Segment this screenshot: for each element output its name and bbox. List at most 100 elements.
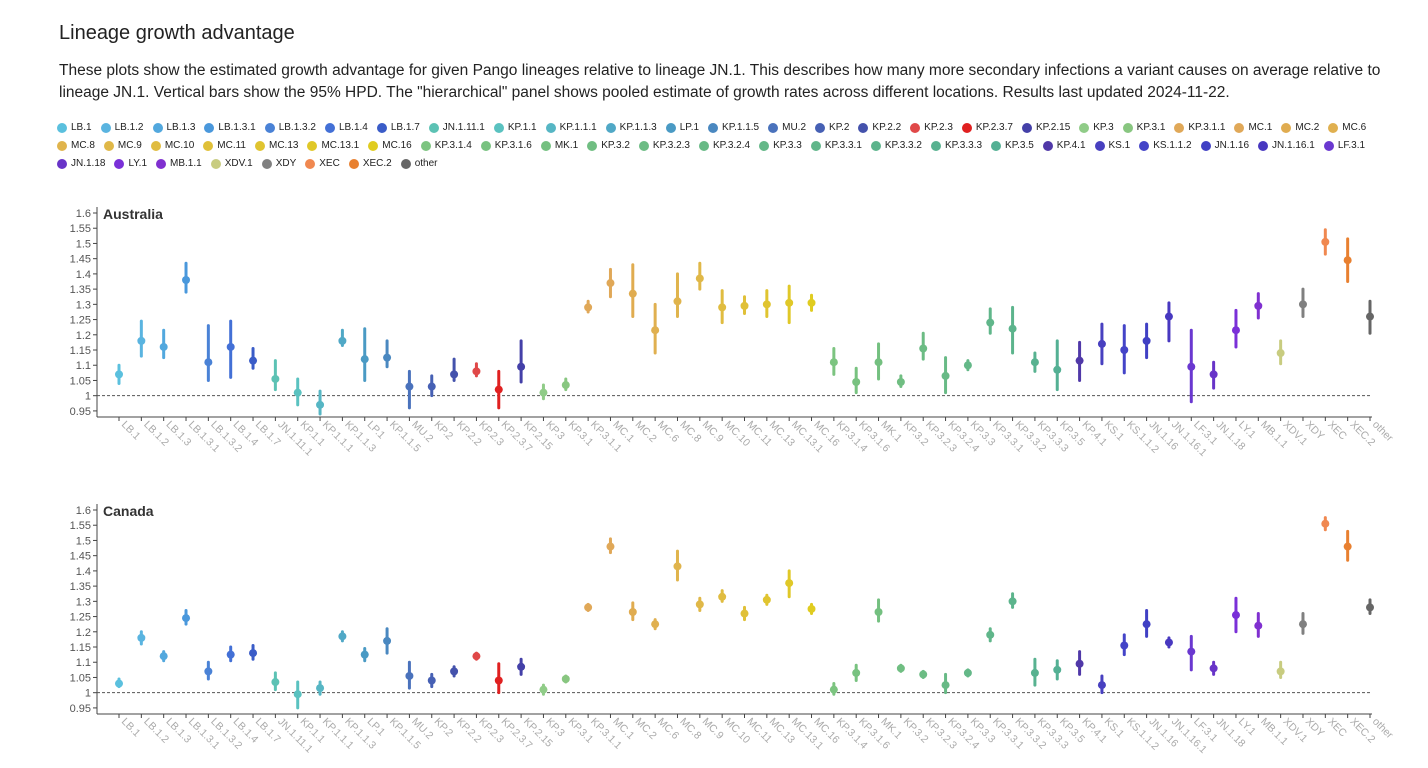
legend-item[interactable]: LY.1 [114, 156, 147, 172]
legend-swatch [699, 141, 709, 151]
legend-item[interactable]: KP.3.1.6 [480, 138, 532, 154]
legend-item[interactable]: LP.1 [665, 120, 699, 136]
legend-item[interactable]: MC.1 [1234, 120, 1272, 136]
legend-item[interactable]: MC.13.1 [307, 138, 359, 154]
legend-label: LB.1.2 [114, 122, 144, 133]
legend-item[interactable]: other [400, 156, 438, 172]
panel-title: Canada [103, 503, 154, 519]
legend-item[interactable]: JN.1.16.1 [1258, 138, 1315, 154]
legend-item[interactable]: MB.1.1 [156, 156, 202, 172]
legend-item[interactable]: KP.2.3.7 [961, 120, 1013, 136]
legend-label: KP.1.1 [507, 122, 537, 133]
legend-item[interactable]: KP.3.5 [991, 138, 1034, 154]
legend-item[interactable]: KP.3.2.4 [699, 138, 750, 154]
data-point [1030, 668, 1039, 677]
legend-item[interactable]: MC.16 [368, 138, 412, 154]
data-point [963, 361, 972, 370]
legend-label: KP.3.5 [1005, 140, 1034, 151]
data-point [427, 676, 436, 685]
legend-item[interactable]: KP.3.3.1 [810, 138, 862, 154]
data-point [137, 336, 146, 345]
legend-item[interactable]: KP.1.1 [493, 120, 537, 136]
legend-item[interactable]: JN.1.16 [1200, 138, 1250, 154]
legend-item[interactable]: LB.1.3 [152, 120, 195, 136]
legend-item[interactable]: XEC.2 [348, 156, 392, 172]
legend-item[interactable]: KP.1.1.1 [545, 120, 597, 136]
legend-item[interactable]: KP.3.3.2 [870, 138, 922, 154]
legend-swatch [858, 123, 869, 133]
data-point [785, 298, 794, 307]
legend-item[interactable]: KS.1 [1094, 138, 1131, 154]
legend-label: KP.3.1 [1136, 122, 1166, 133]
legend-item[interactable]: LB.1.4 [324, 120, 368, 136]
data-point [1366, 312, 1374, 321]
legend-item[interactable]: MK.1 [540, 138, 579, 154]
data-point [271, 374, 280, 383]
legend-item[interactable]: MC.13 [254, 138, 298, 154]
y-tick-label: 1.1 [76, 657, 91, 669]
legend-swatch [203, 141, 214, 151]
legend-swatch [420, 141, 431, 151]
legend-swatch [1323, 141, 1334, 151]
legend-item[interactable]: KP.3 [1079, 120, 1114, 136]
legend-item[interactable]: MC.6 [1328, 120, 1366, 136]
legend-label: LB.1.3.2 [278, 122, 316, 133]
data-point [316, 400, 325, 409]
legend-label: MC.11 [217, 140, 246, 151]
data-point [539, 388, 548, 397]
legend-label: MC.8 [71, 140, 95, 151]
legend-label: LF.3.1 [1337, 140, 1366, 151]
legend-item[interactable]: KP.2.3 [910, 120, 953, 136]
legend-item[interactable]: KP.3.3 [759, 138, 802, 154]
legend-item[interactable]: KP.2.15 [1021, 120, 1070, 136]
legend-label: JN.1.16 [1214, 140, 1250, 151]
legend-item[interactable]: XDV.1 [210, 156, 253, 172]
legend-label: LB.1.3.1 [218, 122, 256, 133]
legend-swatch [930, 141, 941, 151]
legend-label: XEC [319, 158, 340, 169]
data-point [159, 652, 168, 661]
legend-swatch [605, 123, 616, 133]
legend: LB.1 LB.1.2 LB.1.3 LB.1.3.1 LB.1.3.2 LB.1.4 LB… [57, 120, 1417, 172]
legend-item[interactable]: LB.1.2 [100, 120, 144, 136]
data-point [628, 608, 637, 616]
legend-item[interactable]: KP.3.2 [587, 138, 630, 154]
legend-label: KS.1 [1108, 140, 1131, 151]
legend-item[interactable]: JN.1.18 [57, 156, 105, 172]
legend-item[interactable]: LB.1.3.2 [264, 120, 316, 136]
y-tick-label: 1.35 [70, 284, 91, 296]
legend-item[interactable]: MC.8 [57, 138, 95, 154]
legend-item[interactable]: LB.1 [57, 120, 92, 136]
legend-swatch [324, 123, 335, 133]
legend-item[interactable]: MC.2 [1281, 120, 1319, 136]
legend-item[interactable]: JN.1.11.1 [428, 120, 485, 136]
data-point [316, 684, 325, 693]
legend-item[interactable]: MC.11 [203, 138, 246, 154]
legend-item[interactable]: KP.2.2 [858, 120, 901, 136]
legend-label: MK.1 [554, 140, 579, 151]
legend-item[interactable]: KP.3.1.4 [420, 138, 472, 154]
legend-item[interactable]: XEC [305, 156, 340, 172]
legend-item[interactable]: KS.1.1.2 [1139, 138, 1192, 154]
legend-item[interactable]: MC.10 [150, 138, 194, 154]
data-point [1321, 237, 1330, 246]
legend-item[interactable]: KP.4.1 [1042, 138, 1086, 154]
legend-item[interactable]: KP.3.2.3 [638, 138, 690, 154]
legend-item[interactable]: KP.1.1.5 [708, 120, 759, 136]
legend-label: KP.3 [1093, 122, 1114, 133]
legend-swatch [204, 123, 215, 133]
legend-item[interactable]: LF.3.1 [1323, 138, 1366, 154]
legend-item[interactable]: MC.9 [103, 138, 142, 154]
legend-item[interactable]: KP.3.1.1 [1174, 120, 1225, 136]
legend-item[interactable]: KP.1.1.3 [605, 120, 657, 136]
legend-item[interactable]: KP.3.1 [1122, 120, 1166, 136]
legend-item[interactable]: XDY [261, 156, 296, 172]
legend-label: JN.1.18 [71, 158, 106, 169]
legend-item[interactable]: MU.2 [768, 120, 806, 136]
legend-label: XDV.1 [224, 158, 253, 169]
legend-item[interactable]: KP.2 [815, 120, 849, 136]
legend-item[interactable]: LB.1.3.1 [204, 120, 256, 136]
data-point [204, 358, 213, 367]
legend-item[interactable]: LB.1.7 [376, 120, 420, 136]
legend-item[interactable]: KP.3.3.3 [930, 138, 982, 154]
